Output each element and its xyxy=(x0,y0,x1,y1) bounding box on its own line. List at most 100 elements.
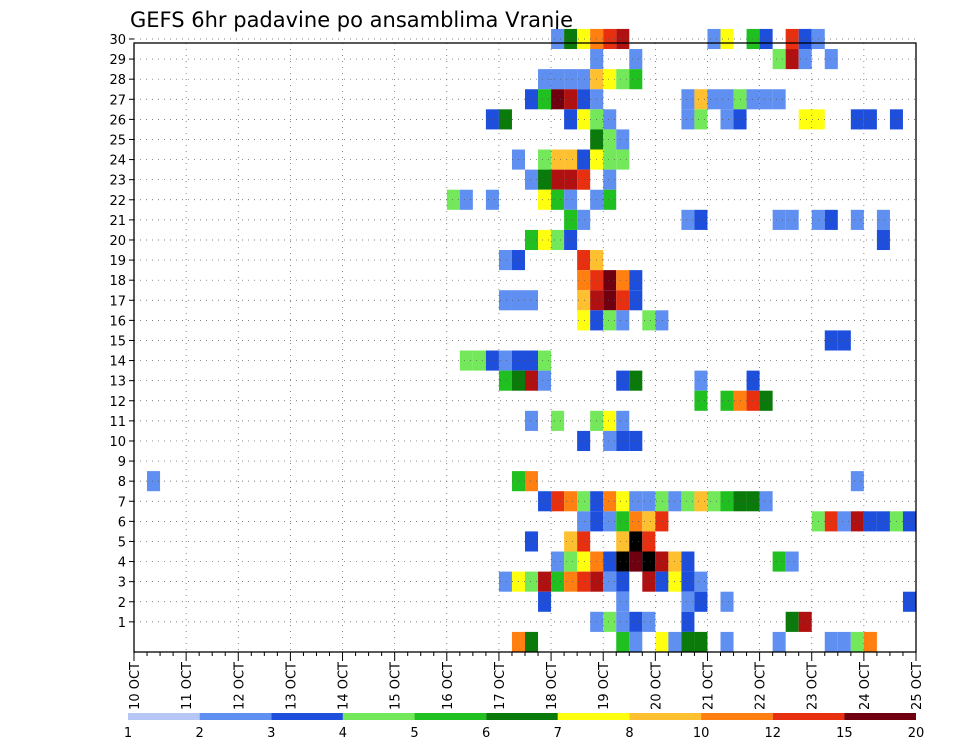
y-tick-label: 13 xyxy=(109,375,126,390)
precip-cell xyxy=(498,571,512,592)
colorbar-label: 4 xyxy=(339,726,347,741)
precip-cell xyxy=(538,350,552,371)
precip-cell xyxy=(681,591,695,612)
precip-cell xyxy=(538,491,552,512)
y-tick-label: 3 xyxy=(118,576,126,591)
precip-cell xyxy=(525,89,539,110)
precip-cell xyxy=(681,209,695,230)
precip-cell xyxy=(603,129,617,150)
precip-cell xyxy=(707,28,721,50)
x-tick-label: 18 OCT xyxy=(545,662,560,710)
precip-cell xyxy=(681,109,695,130)
precip-cell xyxy=(616,69,630,90)
colorbar-label: 3 xyxy=(267,726,275,741)
y-tick-label: 21 xyxy=(109,214,126,229)
precip-cell xyxy=(538,571,552,592)
y-tick-label: 24 xyxy=(109,154,126,169)
precip-cell xyxy=(863,631,877,652)
precip-cell xyxy=(824,209,838,230)
precip-cell xyxy=(538,149,552,170)
precip-cell xyxy=(498,370,512,391)
precip-cell xyxy=(577,511,591,532)
precip-cell xyxy=(629,69,643,90)
precip-cell xyxy=(564,109,578,130)
precip-cell xyxy=(720,28,734,50)
precip-cell xyxy=(772,551,786,572)
precip-cell xyxy=(616,270,630,291)
precip-cell xyxy=(603,149,617,170)
precip-cell xyxy=(681,611,695,632)
precip-cell xyxy=(577,571,591,592)
precip-cell xyxy=(551,28,565,50)
precip-cell xyxy=(616,410,630,431)
precip-cell xyxy=(551,571,565,592)
precip-cell xyxy=(694,89,708,110)
precip-cell xyxy=(785,209,799,230)
precip-cell xyxy=(772,49,786,70)
x-tick-label: 16 OCT xyxy=(441,662,456,710)
precip-cell xyxy=(798,611,812,632)
precip-cell xyxy=(498,109,512,130)
precip-cell xyxy=(525,531,539,552)
precip-cell xyxy=(746,491,760,512)
precip-cell xyxy=(629,370,643,391)
precip-cell xyxy=(759,491,773,512)
colorbar-swatch xyxy=(844,713,916,720)
precip-cell xyxy=(564,169,578,190)
precip-cell xyxy=(681,491,695,512)
precip-cell xyxy=(603,109,617,130)
precip-cell xyxy=(616,631,630,652)
precip-cell xyxy=(616,430,630,452)
precip-cell xyxy=(551,69,565,90)
precip-cell xyxy=(564,551,578,572)
precip-cell xyxy=(525,290,539,311)
precip-cell xyxy=(629,511,643,532)
x-tick-label: 10 OCT xyxy=(128,662,143,710)
precip-cell xyxy=(759,89,773,110)
x-tick-label: 25 OCT xyxy=(910,662,925,710)
x-tick-label: 22 OCT xyxy=(754,662,769,710)
precip-cell xyxy=(824,330,838,351)
precip-cell xyxy=(694,631,708,652)
precip-cell xyxy=(577,551,591,572)
x-tick-label: 14 OCT xyxy=(337,662,352,710)
grid-layer xyxy=(134,38,916,652)
precip-cell xyxy=(876,511,890,532)
precip-cell xyxy=(616,28,630,50)
y-tick-label: 15 xyxy=(109,334,126,349)
colorbar-label: 1 xyxy=(124,726,132,741)
precip-cell xyxy=(577,109,591,130)
precip-cell xyxy=(603,169,617,190)
precip-cell xyxy=(603,611,617,632)
precip-cell xyxy=(498,290,512,311)
precip-cell xyxy=(642,571,656,592)
precip-cell xyxy=(785,611,799,632)
precip-cell xyxy=(538,189,552,210)
precip-cell xyxy=(720,89,734,110)
precip-cell xyxy=(577,149,591,170)
x-tick-label: 15 OCT xyxy=(389,662,404,710)
precip-cell xyxy=(642,531,656,552)
precip-cell xyxy=(681,571,695,592)
precip-cell xyxy=(785,551,799,572)
x-tick-label: 20 OCT xyxy=(649,662,664,710)
colorbar-swatch xyxy=(342,713,415,720)
colorbar-label: 6 xyxy=(482,726,490,741)
y-tick-label: 2 xyxy=(118,596,126,611)
precip-cell xyxy=(551,169,565,190)
precip-cell xyxy=(772,631,786,652)
colorbar-swatch xyxy=(414,713,487,720)
precip-cell xyxy=(616,571,630,592)
colorbar-label: 20 xyxy=(908,726,925,741)
precip-cell xyxy=(863,511,877,532)
precip-cell xyxy=(629,270,643,291)
precip-cell xyxy=(538,89,552,110)
x-tick-label: 24 OCT xyxy=(858,662,873,710)
precip-cell xyxy=(603,551,617,572)
colorbar-swatch xyxy=(557,713,630,720)
colorbar-label: 7 xyxy=(554,726,562,741)
colorbar-label: 12 xyxy=(764,726,781,741)
precip-cell xyxy=(616,149,630,170)
colorbar-swatch xyxy=(701,713,773,720)
